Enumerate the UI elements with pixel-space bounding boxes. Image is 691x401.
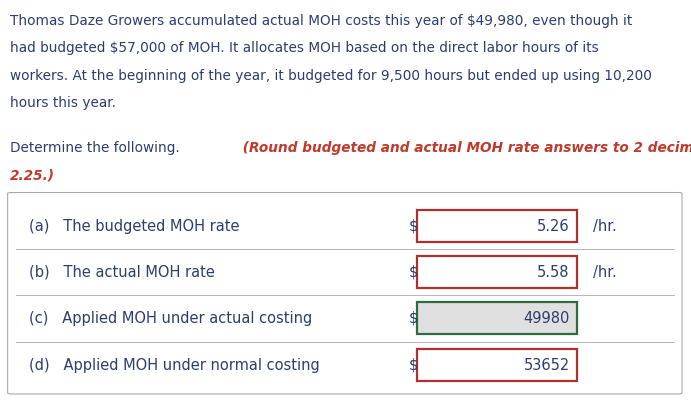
Text: $: $ — [408, 311, 418, 326]
Text: $: $ — [408, 265, 418, 280]
Text: 5.26: 5.26 — [537, 219, 570, 234]
Text: (a)   The budgeted MOH rate: (a) The budgeted MOH rate — [29, 219, 240, 234]
Text: $: $ — [408, 219, 418, 234]
Text: (d)   Applied MOH under normal costing: (d) Applied MOH under normal costing — [29, 358, 320, 373]
Text: (b)   The actual MOH rate: (b) The actual MOH rate — [29, 265, 215, 280]
Text: 5.58: 5.58 — [538, 265, 570, 280]
Text: Determine the following.: Determine the following. — [10, 141, 180, 155]
Text: had budgeted $57,000 of MOH. It allocates MOH based on the direct labor hours of: had budgeted $57,000 of MOH. It allocate… — [10, 41, 599, 55]
Text: 2.25.): 2.25.) — [10, 168, 55, 182]
FancyBboxPatch shape — [417, 350, 576, 381]
FancyBboxPatch shape — [417, 302, 576, 334]
FancyBboxPatch shape — [417, 256, 576, 288]
Text: workers. At the beginning of the year, it budgeted for 9,500 hours but ended up : workers. At the beginning of the year, i… — [10, 69, 652, 83]
Text: 53652: 53652 — [524, 358, 570, 373]
Text: 49980: 49980 — [524, 311, 570, 326]
Text: $: $ — [408, 358, 418, 373]
Text: (c)   Applied MOH under actual costing: (c) Applied MOH under actual costing — [29, 311, 312, 326]
FancyBboxPatch shape — [417, 211, 576, 242]
Text: hours this year.: hours this year. — [10, 96, 116, 110]
Text: Thomas Daze Growers accumulated actual MOH costs this year of $49,980, even thou: Thomas Daze Growers accumulated actual M… — [10, 14, 633, 28]
FancyBboxPatch shape — [8, 192, 682, 394]
Text: (Round budgeted and actual MOH rate answers to 2 decimal places, e.g: (Round budgeted and actual MOH rate answ… — [238, 141, 691, 155]
Text: /hr.: /hr. — [594, 265, 617, 280]
Text: /hr.: /hr. — [594, 219, 617, 234]
